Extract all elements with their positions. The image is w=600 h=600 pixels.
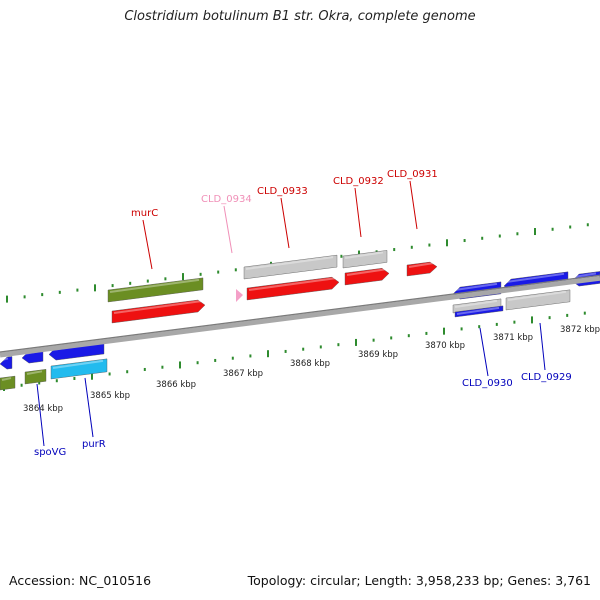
gene-CLD_0930-band	[454, 305, 504, 318]
genome-backbone	[0, 274, 600, 358]
kbp-label: 3869 kbp	[358, 350, 398, 360]
kbp-label: 3867 kbp	[223, 369, 263, 379]
callout-line	[223, 205, 233, 254]
gene-CLD_0934	[236, 289, 243, 302]
gene-CLD_0929-shine	[505, 272, 565, 283]
gene-CLD_0931-shine	[408, 262, 434, 268]
gene-CLD_0933-class	[243, 254, 338, 280]
gene-murC	[111, 299, 206, 324]
kbp-label: 3868 kbp	[290, 359, 330, 369]
gene-left-edge-class	[0, 375, 16, 391]
gene-label: CLD_0932	[333, 176, 384, 187]
kbp-labels: 3864 kbp 3865 kbp 3866 kbp 3867 kbp 3868 kbp…	[23, 325, 600, 414]
callout-line	[36, 383, 45, 447]
gene-left-edge-class-shine	[1, 377, 12, 381]
gene-purR-class-shine	[52, 359, 104, 369]
gene-label: murC	[131, 208, 158, 219]
gene-CLD_0932	[344, 268, 390, 286]
gene-murC-class	[107, 277, 204, 303]
gene-murC-shine	[113, 300, 202, 314]
kbp-label: 3866 kbp	[156, 380, 196, 390]
backbone-edge	[0, 274, 600, 353]
gene-left-edge	[0, 356, 13, 370]
gene-label: CLD_0930	[462, 378, 513, 389]
gene-label: purR	[82, 439, 106, 450]
gene-label: spoVG	[34, 447, 66, 458]
callout-line	[84, 377, 94, 438]
kbp-label: 3870 kbp	[425, 341, 465, 351]
backbone-line	[0, 275, 600, 358]
gene-murC-class-shine	[109, 278, 200, 293]
genome-summary-text: Topology: circular; Length: 3,958,233 bp…	[247, 573, 591, 588]
gene-label: CLD_0929	[521, 372, 572, 383]
gene-CLD_0932-class	[342, 250, 388, 269]
gene-label: CLD_0931	[387, 169, 438, 180]
gene-CLD_0933-class-shine	[245, 256, 334, 270]
gene-label: CLD_0934	[201, 194, 252, 205]
kbp-label: 3864 kbp	[23, 404, 63, 414]
gene-CLD_0933-shine	[248, 277, 336, 291]
page-title: Clostridium botulinum B1 str. Okra, comp…	[124, 9, 476, 24]
gene-CLD_0932-shine	[346, 268, 386, 276]
callout-line	[280, 197, 290, 249]
callout-line	[539, 322, 546, 371]
gene-spoVG-class	[24, 369, 47, 385]
gene-CLD_0932-class-shine	[344, 251, 384, 259]
callout-line	[409, 180, 418, 230]
gene-CLD_0930-band-shine	[456, 306, 500, 315]
gene-CLD_0930-class-shine	[454, 299, 498, 308]
accession-text: Accession: NC_010516	[9, 573, 152, 588]
kbp-label: 3871 kbp	[493, 333, 533, 343]
gene-right-edge-shine	[573, 272, 597, 278]
gene-label: CLD_0933	[257, 186, 308, 197]
callout-line	[142, 219, 153, 270]
callout-line	[354, 187, 362, 238]
gene-CLD_0929-class	[505, 289, 571, 311]
gene-CLD_0930-shine	[454, 282, 498, 291]
gene-CLD_0929-class-shine	[507, 290, 567, 301]
gene-left-edge-shine	[1, 357, 9, 361]
gene-CLD_0933	[246, 276, 340, 301]
kbp-label: 3865 kbp	[90, 391, 130, 401]
gene-CLD_0931	[406, 261, 438, 277]
callout-line	[479, 327, 489, 377]
gene-features	[0, 250, 600, 391]
kbp-label: 3872 kbp	[560, 325, 600, 335]
gene-spoVG-class-shine	[26, 370, 43, 375]
gene-purR-class	[50, 358, 108, 380]
